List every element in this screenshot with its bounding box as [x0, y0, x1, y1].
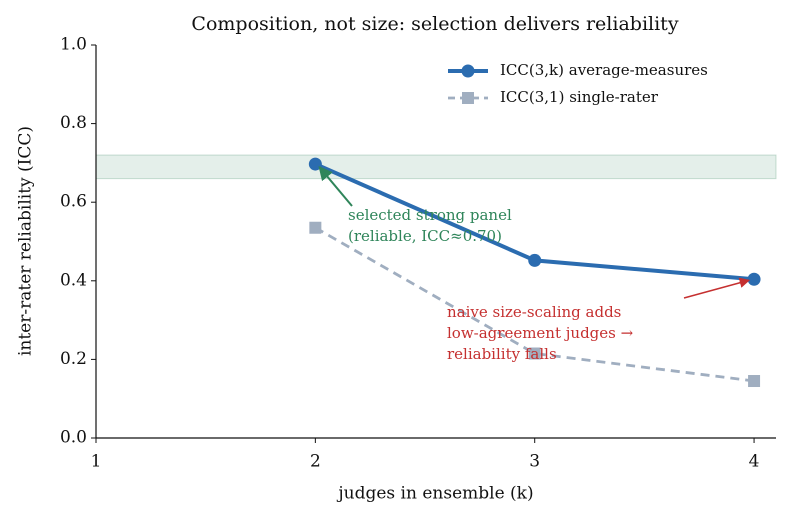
- point: [528, 253, 542, 267]
- x-tick-label: 1: [91, 452, 102, 472]
- x-tick-label: 2: [310, 452, 321, 472]
- annotation-arrow: [683, 277, 751, 299]
- chart-title: Composition, not size: selection deliver…: [191, 13, 678, 35]
- x-tick-label: 3: [529, 452, 540, 472]
- x-axis-label: judges in ensemble (k): [336, 484, 533, 504]
- y-axis-label: inter-rater reliability (ICC): [16, 126, 36, 356]
- annotation: selected strong panel: [348, 206, 512, 224]
- reference-band: [95, 154, 777, 180]
- y-tick-label: 0.6: [60, 192, 87, 212]
- y-tick-label: 0.0: [60, 428, 87, 448]
- y-tick-label: 0.8: [60, 113, 87, 133]
- annotation: naive size-scaling adds: [447, 303, 621, 321]
- y-tick-label: 1.0: [60, 35, 87, 55]
- legend-marker: [462, 92, 474, 104]
- legend-label: ICC(3,1) single-rater: [500, 88, 659, 106]
- y-tick-label: 0.2: [60, 349, 87, 369]
- point: [528, 347, 541, 360]
- annotation: (reliable, ICC≈0.70): [348, 227, 502, 245]
- point: [309, 221, 322, 234]
- annotation: low-agreement judges →: [447, 324, 634, 342]
- legend-label: ICC(3,k) average-measures: [500, 61, 708, 79]
- legend-marker: [461, 64, 475, 78]
- point: [747, 272, 761, 286]
- annotation: reliability falls: [447, 345, 557, 363]
- point: [748, 375, 761, 388]
- y-tick-label: 0.4: [60, 270, 87, 290]
- annotation-arrow: [318, 166, 353, 207]
- x-tick-label: 4: [749, 452, 760, 472]
